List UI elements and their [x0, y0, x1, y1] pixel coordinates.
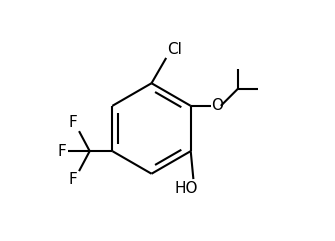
- Text: HO: HO: [175, 181, 198, 196]
- Text: Cl: Cl: [168, 42, 182, 57]
- Text: F: F: [58, 144, 67, 159]
- Text: F: F: [69, 172, 78, 187]
- Text: O: O: [211, 98, 223, 113]
- Text: F: F: [69, 115, 78, 130]
